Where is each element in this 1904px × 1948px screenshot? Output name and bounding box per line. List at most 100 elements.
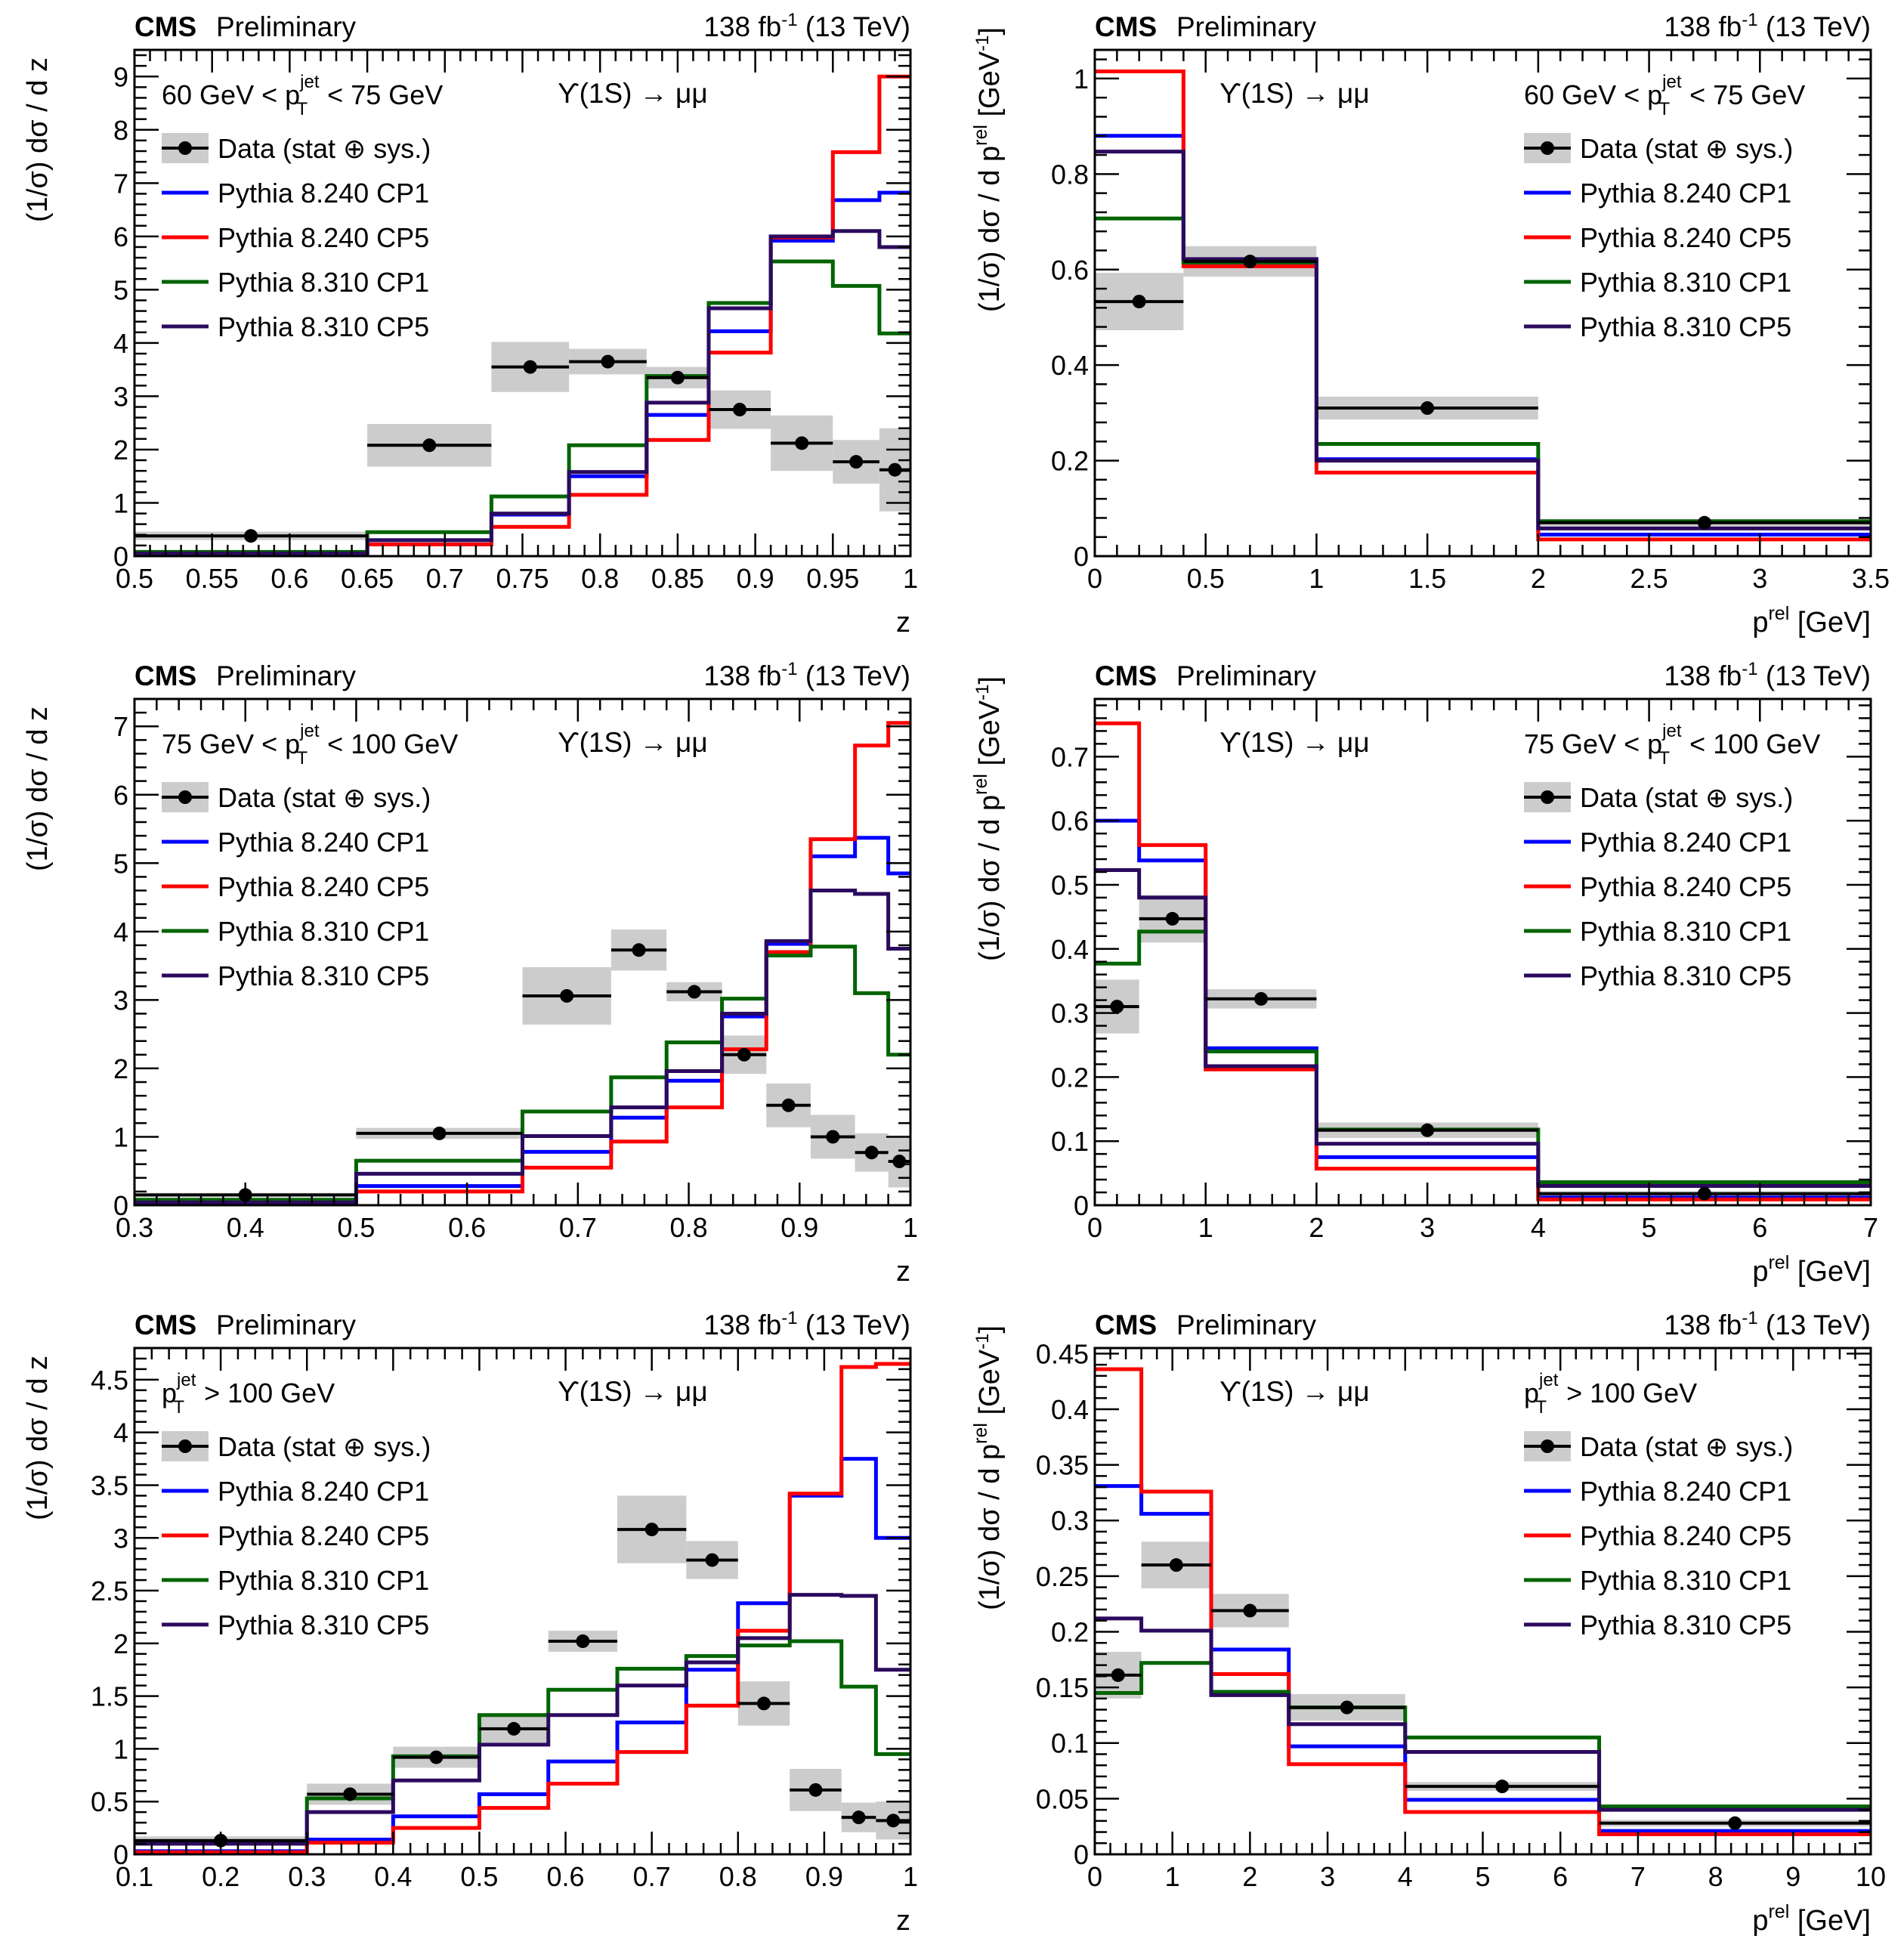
lumi-label: 138 fb-1 (13 TeV)	[1664, 659, 1871, 691]
data-points	[1095, 1558, 1871, 1830]
legend-item-data: Data (stat ⊕ sys.)	[1524, 1431, 1793, 1462]
x-axis-title: z	[896, 1256, 910, 1288]
legend: Data (stat ⊕ sys.) Pythia 8.240 CP1 Pythia…	[1524, 1431, 1793, 1640]
y-axis-title: (1/σ) dσ / d z	[22, 1356, 54, 1520]
y-tick-label: 3	[113, 985, 128, 1016]
y-tick-label: 2	[113, 1628, 128, 1659]
x-tick-label: 3	[1320, 1861, 1335, 1892]
data-point	[892, 1155, 907, 1169]
legend-label: Data (stat ⊕ sys.)	[1580, 782, 1793, 813]
svg-text:(1/σ) dσ / d z: (1/σ) dσ / d z	[22, 707, 54, 871]
x-tick-label: 0.1	[116, 1861, 153, 1892]
x-axis-title: z	[896, 607, 910, 639]
y-tick-label: 9	[113, 61, 128, 92]
legend-label: Pythia 8.310 CP5	[218, 311, 429, 342]
y-axis: 0 0.5 1 1.5 2 2.5 3 3.5 4 4.5	[91, 1347, 910, 1870]
y-axis: 0 0.1 0.2 0.3 0.4 0.5 0.6 0.7	[1051, 704, 1871, 1221]
y-axis-title: (1/σ) dσ / d prel [GeV-1]	[970, 676, 1006, 961]
x-tick-label: 3.5	[1852, 563, 1890, 594]
legend-item-pythia-8310-cp5: Pythia 8.310 CP5	[1524, 311, 1791, 342]
legend-label: Data (stat ⊕ sys.)	[218, 133, 431, 164]
x-tick-label: 0.3	[116, 1212, 153, 1243]
y-tick-label: 3	[113, 1523, 128, 1554]
legend-label: Pythia 8.240 CP5	[218, 222, 429, 253]
data-point	[1420, 1123, 1435, 1137]
x-tick-label: 0.8	[670, 1212, 708, 1243]
x-tick-label: 2	[1309, 1212, 1324, 1243]
preliminary-label: Preliminary	[216, 11, 357, 42]
cms-label: CMS	[134, 1309, 196, 1340]
legend-item-pythia-8240-cp1: Pythia 8.240 CP1	[162, 178, 429, 209]
data-point	[343, 1787, 357, 1801]
process-label: ϒ(1S) → μμ	[558, 727, 708, 758]
y-tick-label: 3	[113, 381, 128, 412]
data-point	[1132, 295, 1146, 309]
chart-panel-ptrel-100: CMS Preliminary 138 fb-1 (13 TeV) 0 1 2 3 4 5 6 7 8…	[970, 1308, 1886, 1937]
x-tick-label: 2	[1531, 563, 1546, 594]
data-point	[705, 1553, 719, 1567]
cms-label: CMS	[134, 660, 196, 691]
y-tick-label: 0.4	[1051, 934, 1089, 965]
legend-item-pythia-8240-cp5: Pythia 8.240 CP5	[162, 1520, 429, 1551]
legend-item-pythia-8310-cp1: Pythia 8.310 CP1	[1524, 267, 1791, 298]
legend: Data (stat ⊕ sys.) Pythia 8.240 CP1 Pythia…	[162, 1431, 431, 1640]
x-tick-label: 2.5	[1630, 563, 1668, 594]
y-axis-title: (1/σ) dσ / d prel [GeV-1]	[970, 27, 1006, 312]
x-axis-title: prel [GeV]	[1752, 603, 1871, 639]
x-tick-label: 0.5	[337, 1212, 375, 1243]
process-label: ϒ(1S) → μμ	[558, 1376, 708, 1407]
y-tick-label: 1	[113, 1121, 128, 1152]
legend-label: Pythia 8.310 CP1	[218, 267, 429, 298]
data-point	[1420, 401, 1435, 416]
svg-text:(1/σ) dσ / d z: (1/σ) dσ / d z	[22, 1356, 54, 1520]
y-tick-label: 4	[113, 917, 128, 948]
jet-pt-selection-label: pjet T > 100 GeV	[162, 1370, 335, 1418]
y-tick-label: 7	[113, 168, 128, 199]
legend-label: Pythia 8.240 CP5	[1580, 222, 1791, 253]
y-tick-label: 0.5	[1051, 870, 1089, 901]
x-tick-label: 6	[1553, 1861, 1568, 1892]
panel-header: CMS Preliminary 138 fb-1 (13 TeV)	[134, 659, 910, 691]
legend-item-data: Data (stat ⊕ sys.)	[162, 133, 431, 164]
legend-item-data: Data (stat ⊕ sys.)	[1524, 782, 1793, 813]
legend-item-pythia-8240-cp1: Pythia 8.240 CP1	[162, 827, 429, 858]
legend-item-pythia-8240-cp1: Pythia 8.240 CP1	[1524, 178, 1791, 209]
data-point	[1110, 1000, 1124, 1014]
legend-label: Pythia 8.310 CP5	[218, 1609, 429, 1640]
x-axis: 0.1 0.2 0.3 0.4 0.5 0.6 0.7 0.8 0.9 1	[116, 1348, 918, 1892]
y-tick-label: 0.2	[1051, 1062, 1089, 1093]
legend-item-pythia-8240-cp5: Pythia 8.240 CP5	[1524, 222, 1791, 253]
data-point	[1111, 1668, 1125, 1682]
data-point	[601, 354, 615, 369]
y-tick-label: 1	[1074, 63, 1089, 94]
legend-label: Pythia 8.240 CP1	[218, 827, 429, 858]
y-tick-label: 4	[113, 328, 128, 359]
legend-label: Data (stat ⊕ sys.)	[1580, 133, 1793, 164]
y-axis: 0 1 2 3 4 5 6 7	[113, 697, 910, 1221]
x-axis: 0 1 2 3 4 5 6 7	[1087, 699, 1878, 1243]
x-axis-title: prel [GeV]	[1752, 1901, 1871, 1937]
histogram-pythia-8310-cp1	[134, 259, 910, 554]
data-point	[886, 1813, 901, 1828]
y-axis: 0 1 2 3 4 5 6 7 8 9	[113, 54, 910, 572]
x-tick-label: 2	[1242, 1861, 1257, 1892]
data-point	[864, 1146, 879, 1160]
legend-label: Pythia 8.240 CP5	[1580, 1520, 1791, 1551]
svg-text:(1/σ) dσ / d prel [GeV-1]: (1/σ) dσ / d prel [GeV-1]	[970, 1325, 1006, 1610]
svg-text:z: z	[896, 607, 910, 639]
legend-label: Data (stat ⊕ sys.)	[218, 782, 431, 813]
y-tick-label: 0.05	[1036, 1783, 1089, 1814]
legend-label: Pythia 8.310 CP1	[1580, 916, 1791, 947]
data-point	[670, 370, 685, 385]
x-tick-label: 1	[903, 563, 918, 594]
y-tick-label: 0	[1074, 541, 1089, 572]
data-point	[781, 1098, 796, 1112]
legend: Data (stat ⊕ sys.) Pythia 8.240 CP1 Pythia…	[1524, 782, 1793, 991]
x-tick-label: 0.3	[288, 1861, 326, 1892]
legend-label: Pythia 8.240 CP5	[1580, 871, 1791, 902]
chart-panel-ptrel-60-75: CMS Preliminary 138 fb-1 (13 TeV) 0 0.5 1 1.5 2…	[970, 10, 1890, 639]
y-tick-label: 0.6	[1051, 805, 1089, 836]
legend-label: Pythia 8.240 CP1	[218, 178, 429, 209]
svg-text:z: z	[896, 1905, 910, 1937]
